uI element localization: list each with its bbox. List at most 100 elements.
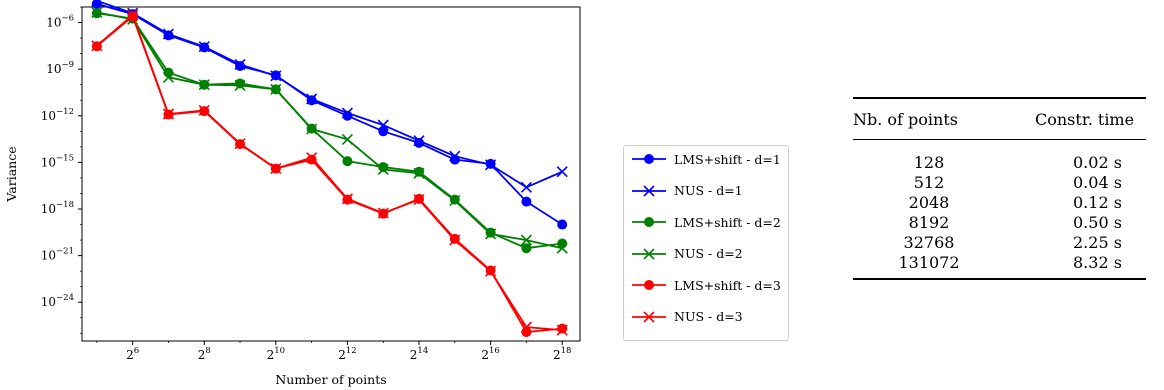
data-point	[485, 265, 497, 277]
y-tick-label: 10−24	[41, 293, 74, 309]
legend-swatch	[632, 184, 666, 197]
data-point	[557, 323, 568, 334]
series-layer	[91, 0, 568, 338]
table-row: 32768 2.25 s	[853, 232, 1146, 252]
legend-item: LMS+shift - d=2	[630, 212, 781, 232]
data-point	[306, 152, 318, 164]
x-axis: 26 28 210 212 214 216 218	[96, 341, 571, 362]
data-point	[521, 196, 532, 207]
legend-item: NUS - d=1	[630, 181, 743, 201]
table-cell-time: 0.02 s	[1073, 152, 1122, 172]
data-point	[270, 163, 282, 175]
x-tick-label: 26	[126, 346, 139, 362]
data-point	[306, 93, 318, 105]
legend-label: LMS+shift - d=1	[674, 151, 781, 167]
table-cell-time: 8.32 s	[1073, 252, 1122, 272]
data-point	[198, 41, 210, 53]
chart-legend: LMS+shift - d=1 NUS - d=1 LMS+shift - d=2 N…	[623, 145, 789, 341]
legend-swatch	[632, 247, 666, 260]
data-point	[378, 126, 389, 137]
data-point	[162, 71, 175, 83]
data-point	[198, 104, 210, 117]
data-point	[521, 327, 532, 338]
construction-time-table-wrap: Nb. of points Constr. time 128 0.02 s 51…	[853, 97, 1164, 280]
x-tick-label: 212	[338, 346, 356, 362]
data-point	[449, 234, 461, 246]
table-cell-points: 128	[913, 152, 945, 172]
column-header-time: Constr. time	[1035, 110, 1135, 129]
data-point	[485, 228, 497, 240]
construction-time-table: Nb. of points Constr. time 128 0.02 s 51…	[853, 97, 1147, 280]
data-point	[235, 78, 246, 89]
x-tick-label: 28	[198, 346, 211, 362]
data-point	[520, 321, 532, 333]
y-axis-label: Variance	[4, 146, 19, 202]
data-point	[234, 79, 246, 91]
table-cell-time: 2.25 s	[1073, 232, 1122, 252]
legend-swatch	[632, 154, 666, 164]
table-cell-time: 0.12 s	[1073, 192, 1122, 212]
data-point	[557, 219, 568, 230]
series-nus-d-2	[91, 6, 568, 254]
x-tick-label: 214	[410, 346, 428, 362]
y-tick-label: 10−6	[46, 14, 74, 30]
data-point	[306, 154, 317, 165]
data-point	[341, 133, 353, 145]
y-tick-label: 10−12	[41, 107, 74, 123]
data-point	[413, 167, 425, 179]
x-tick-label: 210	[267, 346, 285, 362]
data-point	[449, 150, 461, 162]
data-point	[485, 159, 497, 171]
data-point	[485, 227, 496, 238]
data-point	[520, 181, 532, 193]
series-line	[96, 11, 563, 250]
data-point	[521, 243, 532, 254]
x-tick-label: 216	[481, 346, 499, 362]
plot-area	[81, 6, 581, 342]
table-cell-points: 512	[913, 172, 945, 192]
data-point	[520, 234, 532, 246]
legend-label: NUS - d=3	[674, 309, 743, 324]
data-point	[556, 324, 568, 336]
legend-item: NUS - d=2	[630, 244, 743, 264]
data-point	[91, 0, 103, 7]
data-point	[413, 135, 425, 147]
data-point	[270, 70, 282, 82]
y-axis: 10−6 10−9 10−12 10−15 10−18 10−21 10−24	[41, 6, 82, 334]
data-point	[162, 28, 175, 40]
y-tick-label: 10−9	[46, 60, 74, 76]
legend-swatch	[632, 280, 666, 290]
data-point	[306, 123, 318, 135]
table-header-row: Nb. of points Constr. time	[853, 98, 1147, 140]
series-nus-d-3	[91, 9, 568, 336]
x-axis-label: Number of points	[275, 372, 386, 387]
table-cell-points: 2048	[908, 192, 950, 212]
legend-label: NUS - d=1	[674, 183, 743, 198]
data-point	[270, 83, 282, 95]
data-point	[449, 194, 461, 207]
data-point	[127, 9, 139, 21]
data-point	[342, 156, 353, 167]
table-cell-points: 131072	[898, 252, 960, 272]
legend-label: LMS+shift - d=3	[674, 277, 781, 293]
legend-label: NUS - d=2	[674, 246, 743, 261]
table-cell-points: 8192	[908, 212, 950, 232]
legend-item: LMS+shift - d=1	[630, 149, 781, 169]
legend-swatch	[632, 217, 666, 227]
column-header-points: Nb. of points	[853, 110, 958, 129]
data-point	[162, 108, 175, 120]
data-point	[341, 193, 353, 205]
legend-item: NUS - d=3	[630, 307, 743, 327]
data-point	[234, 138, 246, 150]
series-line	[96, 13, 563, 332]
table-row: 8192 0.50 s	[853, 212, 1146, 232]
table-row: 512 0.04 s	[853, 172, 1146, 192]
data-point	[377, 163, 389, 176]
table-row: 128 0.02 s	[853, 140, 1146, 173]
legend-swatch	[632, 310, 666, 323]
series-line	[96, 0, 563, 189]
data-point	[91, 40, 103, 52]
table-row: 2048 0.12 s	[853, 192, 1146, 212]
table-cell-points: 32768	[903, 232, 955, 252]
data-point	[556, 166, 568, 178]
